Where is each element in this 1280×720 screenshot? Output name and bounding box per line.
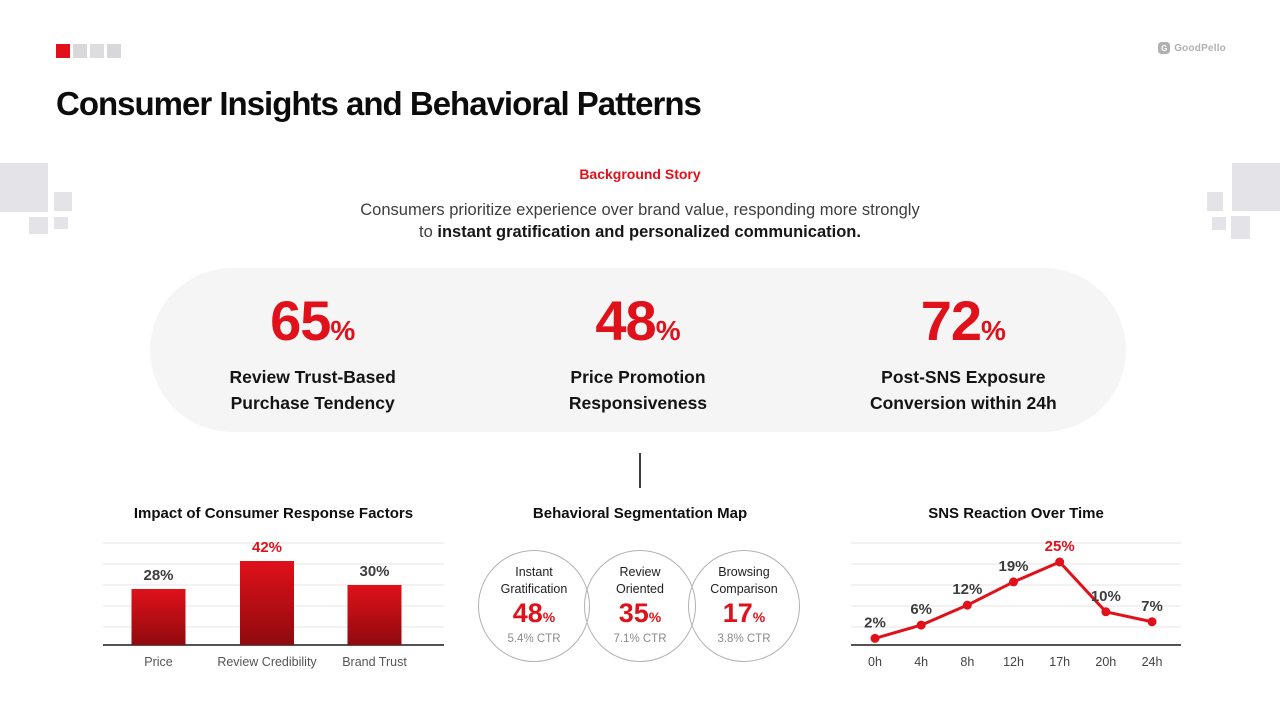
percent-sign: % [330, 315, 356, 346]
decorative-square [1231, 216, 1250, 239]
segment-circle-instant-gratification: Instant Gratification 48% 5.4% CTR [478, 550, 590, 662]
stat-price-promotion: 48% Price Promotion Responsiveness [475, 268, 800, 432]
goodpello-logo-text: GoodPello [1174, 42, 1226, 54]
bar-chart-svg: 28% Price 42% Review Credibility 30% Brand Tr… [103, 539, 444, 669]
segment-ctr: 7.1% CTR [613, 632, 667, 645]
intro-paragraph: Consumers prioritize experience over bra… [0, 199, 1280, 243]
intro-line2-regular: to [419, 223, 438, 241]
bar-Review Credibility [240, 561, 294, 645]
segment-label: Review Oriented [616, 565, 664, 596]
data-point-8h [962, 600, 972, 610]
decorative-square [29, 217, 48, 234]
bar-category-label: Brand Trust [342, 655, 407, 669]
accent-square [73, 44, 87, 58]
segment-label: Instant Gratification [500, 565, 568, 596]
segment-circle-review-oriented: Review Oriented 35% 7.1% CTR [584, 550, 696, 662]
bar-chart-title: Impact of Consumer Response Factors [133, 505, 414, 522]
bar-Brand Trust [347, 585, 402, 645]
point-value-label: 10% [1091, 588, 1121, 605]
brand-accent-squares [56, 44, 121, 58]
x-axis-label: 12h [1003, 655, 1024, 669]
intro-line2-bold: instant gratification and personalized c… [437, 223, 861, 241]
segment-ctr: 5.4% CTR [507, 632, 561, 645]
decorative-square [54, 217, 68, 229]
segment-ctr: 3.8% CTR [717, 632, 771, 645]
x-axis-label: 17h [1049, 655, 1070, 669]
point-value-label: 6% [910, 601, 932, 618]
accent-square [107, 44, 121, 58]
stat-label: Review Trust-Based Purchase Tendency [229, 367, 396, 413]
bar-category-label: Review Credibility [217, 655, 317, 669]
x-axis-label: 4h [914, 655, 928, 669]
data-point-24h [1147, 617, 1157, 627]
decorative-square [1212, 217, 1226, 230]
segment-label: Browsing Comparison [710, 565, 778, 596]
decorative-square [1207, 192, 1223, 211]
stat-value: 72% [920, 289, 1006, 352]
x-axis-label: 0h [868, 655, 882, 669]
decorative-square [54, 192, 72, 211]
venn-chart-title: Behavioral Segmentation Map [532, 505, 748, 522]
data-point-0h [870, 633, 880, 643]
bar-chart-impact-of-consumer-response-factors: 28% Price 42% Review Credibility 30% Brand Tr… [103, 500, 444, 675]
x-axis-label: 24h [1142, 655, 1163, 669]
stat-value: 65% [270, 289, 356, 352]
point-value-label: 25% [1045, 538, 1075, 555]
bar-category-label: Price [144, 655, 173, 669]
x-axis-label: 8h [960, 655, 974, 669]
x-axis-label: 20h [1095, 655, 1116, 669]
bar-value-label: 42% [252, 539, 282, 556]
goodpello-logo: G GoodPello [1158, 42, 1226, 54]
intro-line1: Consumers prioritize experience over bra… [360, 201, 920, 219]
point-value-label: 19% [998, 558, 1028, 575]
point-value-label: 7% [1141, 598, 1163, 615]
bar-Price [131, 589, 186, 645]
behavioral-segmentation-map: Behavioral Segmentation Map Instant Grat… [460, 500, 820, 675]
page-title: Consumer Insights and Behavioral Pattern… [56, 85, 702, 123]
percent-sign: % [542, 609, 556, 625]
key-stats-pill: 65% Review Trust-Based Purchase Tendency … [150, 268, 1126, 432]
bar-value-label: 30% [359, 563, 389, 580]
data-point-4h [916, 620, 926, 630]
line-chart-svg: 2% 0h 6% 4h 12% 8h 19% 12h 25% 17h 10% 20h 7% 24h [851, 538, 1181, 669]
bar-value-label: 28% [143, 567, 173, 584]
data-point-12h [1009, 577, 1019, 587]
stat-label: Post-SNS Exposure Conversion within 24h [869, 367, 1057, 413]
segment-value: 35% [618, 598, 662, 628]
data-point-20h [1101, 607, 1111, 617]
data-point-17h [1055, 557, 1065, 567]
segment-circle-browsing-comparison: Browsing Comparison 17% 3.8% CTR [688, 550, 800, 662]
point-value-label: 2% [864, 614, 886, 631]
percent-sign: % [981, 315, 1006, 346]
line-chart-sns-reaction-over-time: 2% 0h 6% 4h 12% 8h 19% 12h 25% 17h 10% 20h 7% 24h SNS… [851, 500, 1181, 675]
decorative-square [1232, 163, 1280, 211]
percent-sign: % [752, 609, 766, 625]
point-value-label: 12% [952, 581, 982, 598]
segment-value: 48% [512, 598, 556, 628]
stat-review-trust: 65% Review Trust-Based Purchase Tendency [150, 268, 475, 432]
stat-value: 48% [595, 289, 681, 352]
section-eyebrow: Background Story [579, 166, 701, 182]
connector-line [639, 453, 641, 488]
decorative-square [0, 163, 48, 212]
line-chart-title: SNS Reaction Over Time [928, 505, 1104, 522]
accent-square [56, 44, 70, 58]
accent-square [90, 44, 104, 58]
percent-sign: % [655, 315, 681, 346]
stat-label: Price Promotion Responsiveness [568, 367, 708, 413]
stat-sns-conversion: 72% Post-SNS Exposure Conversion within 2… [801, 268, 1126, 432]
goodpello-logo-icon: G [1158, 42, 1171, 54]
segment-value: 17% [722, 598, 766, 628]
percent-sign: % [648, 609, 662, 625]
